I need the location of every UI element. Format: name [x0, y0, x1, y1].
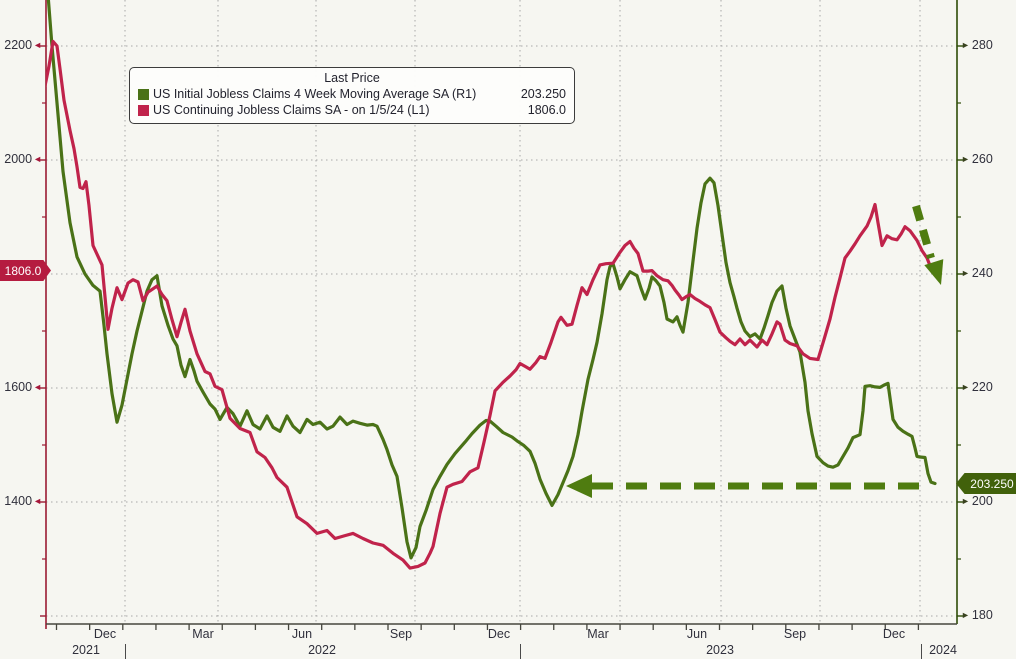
left-tick-arrow-icon: ◄ [33, 496, 42, 507]
left-axis-label: 1600◄ [4, 380, 42, 395]
continuing-claims-swatch [138, 104, 149, 116]
x-month-label: Dec [487, 627, 511, 641]
right-axis-label: ► 280 [961, 38, 993, 53]
right-tick-arrow-icon: ► [961, 40, 970, 51]
x-year-label: 2023 [706, 643, 734, 657]
continuing-claims-line [46, 39, 934, 570]
legend-label: US Continuing Jobless Claims SA - on 1/5… [153, 103, 430, 117]
legend-title: Last Price [324, 71, 380, 85]
initial-claims-line [46, 0, 937, 560]
left-axis-label: 2000◄ [4, 152, 42, 167]
right-tick-arrow-icon: ► [961, 154, 970, 165]
year-separator [520, 644, 521, 659]
left-tick-arrow-icon: ◄ [33, 40, 42, 51]
x-month-label: Sep [389, 627, 413, 641]
x-year-label: 2022 [308, 643, 336, 657]
x-month-label: Jun [686, 627, 708, 641]
legend-box: Last Price US Initial Jobless Claims 4 W… [129, 67, 575, 124]
x-month-label: Mar [192, 627, 214, 641]
right-axis-label: ► 180 [961, 608, 993, 623]
year-separator [921, 644, 922, 659]
right-tick-arrow-icon: ► [961, 610, 970, 621]
x-year-label: 2021 [72, 643, 100, 657]
legend-value: 1806.0 [527, 103, 566, 117]
continuing-claims-last-price-badge: 1806.0 [0, 260, 51, 281]
year-separator [125, 644, 126, 659]
right-tick-arrow-icon: ► [961, 496, 970, 507]
left-tick-arrow-icon: ◄ [33, 154, 42, 165]
legend-row-continuing-claims: US Continuing Jobless Claims SA - on 1/5… [138, 102, 566, 118]
left-axis-label: 1400◄ [4, 494, 42, 509]
down-arrow-dashes [912, 204, 935, 260]
x-month-label: Jun [291, 627, 313, 641]
right-axis-label: ► 220 [961, 380, 993, 395]
legend-label: US Initial Jobless Claims 4 Week Moving … [153, 87, 477, 101]
left-axis-label: 2200◄ [4, 38, 42, 53]
left-tick-arrow-icon: ◄ [33, 382, 42, 393]
x-month-label: Dec [93, 627, 117, 641]
level-arrow-head [566, 474, 592, 498]
initial-claims-swatch [138, 88, 149, 100]
right-axis-label: ► 240 [961, 266, 993, 281]
right-axis-label: ► 260 [961, 152, 993, 167]
right-tick-arrow-icon: ► [961, 268, 970, 279]
x-month-label: Mar [587, 627, 609, 641]
initial-claims-last-price-badge: 203.250 [956, 473, 1016, 494]
legend-row-initial-claims: US Initial Jobless Claims 4 Week Moving … [138, 86, 566, 102]
right-tick-arrow-icon: ► [961, 382, 970, 393]
legend-value: 203.250 [520, 87, 566, 101]
x-year-label: 2024 [929, 643, 957, 657]
down-arrow-head [924, 259, 944, 285]
x-month-label: Sep [783, 627, 807, 641]
right-axis-label: ► 200 [961, 494, 993, 509]
x-month-label: Dec [882, 627, 906, 641]
